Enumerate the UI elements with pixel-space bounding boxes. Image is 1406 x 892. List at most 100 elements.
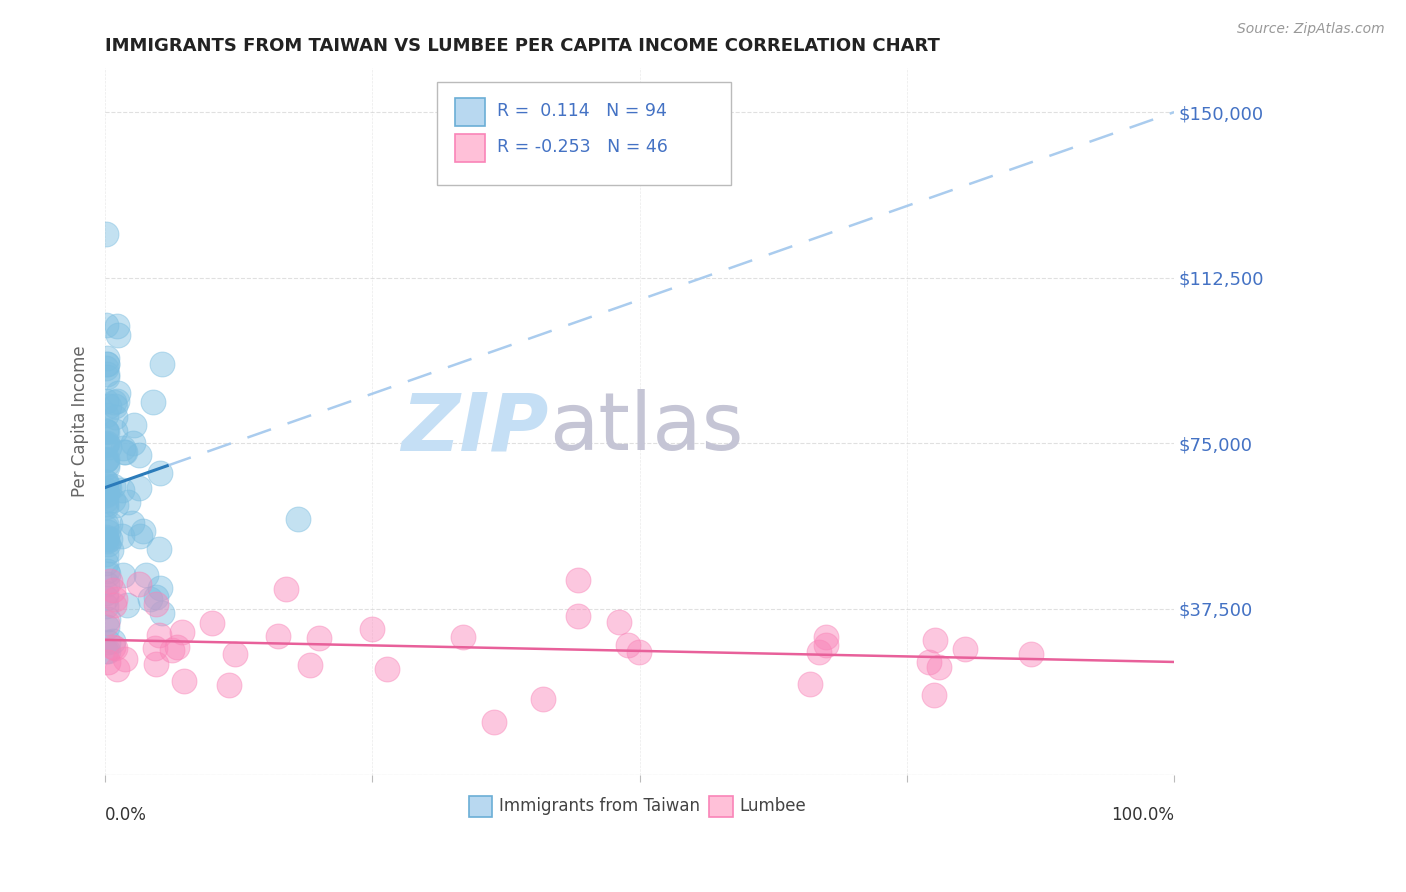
Point	[103, 583, 125, 598]
Point	[135, 568, 157, 582]
Point	[567, 573, 589, 587]
Point	[145, 597, 167, 611]
Point	[96, 533, 118, 548]
Point	[96, 436, 118, 450]
Point	[131, 524, 153, 539]
Point	[628, 645, 651, 659]
Point	[531, 691, 554, 706]
Point	[121, 516, 143, 530]
Point	[97, 644, 120, 658]
Point	[922, 689, 945, 703]
Point	[807, 645, 830, 659]
Text: ZIP: ZIP	[402, 389, 548, 467]
Point	[103, 493, 125, 508]
Point	[100, 542, 122, 557]
Point	[96, 425, 118, 439]
Point	[96, 318, 118, 332]
Point	[96, 435, 118, 450]
FancyBboxPatch shape	[454, 97, 485, 126]
Point	[96, 564, 118, 578]
Point	[287, 512, 309, 526]
Point	[267, 629, 290, 643]
Point	[799, 677, 821, 691]
Point	[96, 367, 118, 381]
Point	[114, 445, 136, 459]
Point	[96, 548, 118, 562]
Point	[451, 630, 474, 644]
Point	[104, 592, 127, 607]
Text: Lumbee: Lumbee	[740, 797, 806, 815]
Point	[96, 496, 118, 510]
Point	[218, 678, 240, 692]
Text: R =  0.114   N = 94: R = 0.114 N = 94	[498, 102, 668, 120]
Point	[105, 498, 128, 512]
Point	[104, 409, 127, 424]
Point	[814, 631, 837, 645]
Point	[104, 640, 127, 655]
Point	[96, 424, 118, 438]
Point	[112, 441, 135, 455]
Point	[101, 634, 124, 648]
Point	[148, 581, 170, 595]
Point	[149, 466, 172, 480]
Point	[128, 481, 150, 495]
Point	[96, 533, 118, 547]
Text: R = -0.253   N = 46: R = -0.253 N = 46	[498, 138, 668, 156]
Point	[274, 582, 297, 597]
Point	[928, 660, 950, 674]
Point	[607, 615, 630, 629]
FancyBboxPatch shape	[468, 796, 492, 817]
Point	[96, 453, 118, 467]
Point	[375, 662, 398, 676]
Text: atlas: atlas	[548, 389, 744, 467]
Point	[96, 591, 118, 605]
Point	[1019, 647, 1042, 661]
Point	[96, 453, 118, 467]
Text: Immigrants from Taiwan: Immigrants from Taiwan	[499, 797, 700, 815]
Point	[148, 628, 170, 642]
Point	[918, 656, 941, 670]
Point	[97, 478, 120, 492]
Point	[567, 608, 589, 623]
Point	[96, 393, 118, 408]
Point	[96, 586, 118, 600]
Point	[150, 606, 173, 620]
Point	[360, 622, 382, 636]
Text: Source: ZipAtlas.com: Source: ZipAtlas.com	[1237, 22, 1385, 37]
Point	[298, 658, 321, 673]
Point	[104, 424, 127, 438]
Point	[96, 475, 118, 489]
Point	[96, 599, 118, 613]
FancyBboxPatch shape	[709, 796, 733, 817]
Point	[128, 576, 150, 591]
Point	[97, 656, 120, 670]
Point	[96, 488, 118, 502]
Point	[104, 399, 127, 413]
Point	[129, 529, 152, 543]
Point	[96, 615, 118, 630]
Point	[172, 624, 194, 639]
Point	[96, 361, 118, 376]
Point	[143, 640, 166, 655]
Point	[96, 532, 118, 546]
Point	[96, 644, 118, 658]
Point	[96, 620, 118, 634]
Point	[96, 486, 118, 500]
Point	[145, 657, 167, 671]
Point	[96, 457, 118, 471]
Point	[96, 475, 118, 489]
Point	[98, 532, 121, 546]
Point	[815, 638, 838, 652]
Point	[96, 357, 118, 371]
Point	[103, 479, 125, 493]
Point	[115, 598, 138, 612]
Point	[97, 537, 120, 551]
Point	[96, 452, 118, 467]
Point	[103, 395, 125, 409]
Point	[96, 438, 118, 452]
Point	[96, 370, 118, 384]
Text: IMMIGRANTS FROM TAIWAN VS LUMBEE PER CAPITA INCOME CORRELATION CHART: IMMIGRANTS FROM TAIWAN VS LUMBEE PER CAP…	[105, 37, 941, 55]
Point	[224, 647, 246, 661]
Y-axis label: Per Capita Income: Per Capita Income	[72, 345, 89, 497]
Point	[96, 530, 118, 544]
